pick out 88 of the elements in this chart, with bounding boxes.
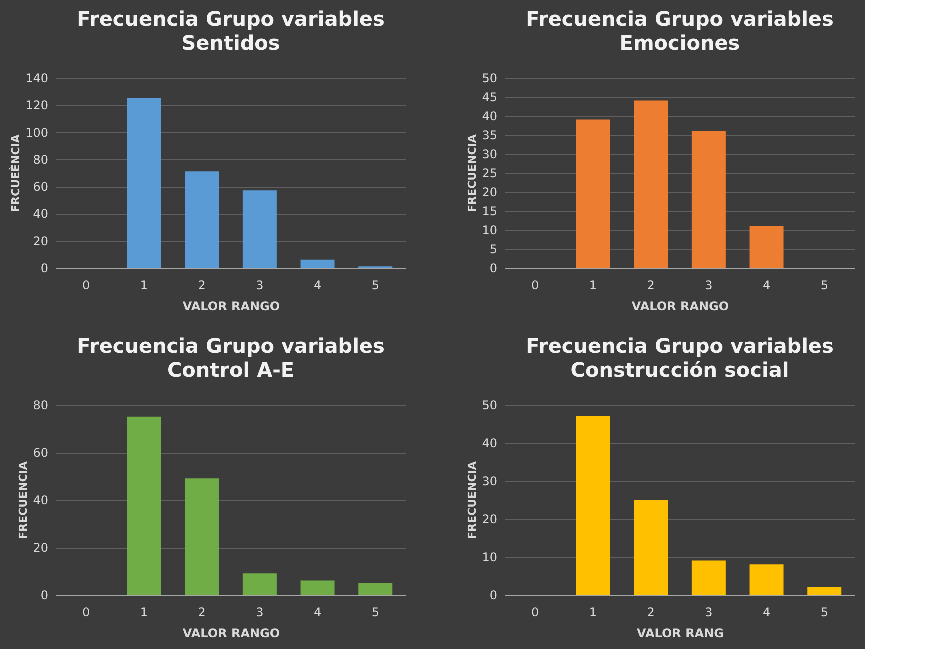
- bar: [750, 564, 784, 595]
- x-tick-label: 1: [589, 278, 598, 292]
- y-tick-label: 15: [482, 204, 498, 218]
- x-tick-label: 4: [314, 278, 322, 292]
- y-axis-title: FRECUENCIA: [466, 134, 480, 212]
- bar: [692, 131, 726, 268]
- y-tick-label: 60: [33, 446, 48, 460]
- bar: [576, 416, 610, 595]
- chart-subtitle: Control A-E: [167, 358, 295, 382]
- x-tick-label: 1: [140, 278, 148, 292]
- y-tick-label: 80: [33, 152, 48, 167]
- x-tick-label: 4: [762, 278, 771, 292]
- x-axis-title: VALOR RANGO: [182, 626, 280, 640]
- bar: [808, 587, 842, 595]
- x-tick-label: 4: [314, 606, 322, 620]
- y-tick-label: 50: [482, 72, 498, 86]
- y-axis-title: FRCUEÈNCIA: [8, 134, 23, 212]
- chart-title: Frecuencia Grupo variables: [77, 334, 385, 358]
- y-tick-label: 100: [26, 126, 48, 140]
- y-tick-label: 0: [40, 588, 48, 602]
- bar: [576, 120, 610, 268]
- bar: [185, 478, 220, 595]
- y-tick-label: 30: [482, 148, 498, 162]
- x-tick-label: 5: [372, 606, 380, 620]
- x-axis-title: VALOR RANGO: [182, 300, 280, 314]
- bar: [300, 260, 335, 268]
- x-tick-label: 0: [532, 278, 540, 292]
- y-axis-title: FRECUENCIA: [17, 461, 30, 540]
- x-tick-label: 5: [820, 606, 828, 620]
- y-tick-label: 25: [482, 166, 498, 180]
- chart-subtitle: Sentidos: [182, 31, 280, 55]
- y-tick-label: 10: [482, 224, 498, 238]
- bar: [127, 416, 162, 595]
- y-tick-label: 30: [482, 474, 498, 488]
- bar: [127, 98, 162, 268]
- bar: [692, 560, 726, 595]
- y-tick-label: 40: [482, 436, 498, 450]
- y-tick-label: 20: [33, 234, 48, 248]
- bar: [750, 226, 784, 268]
- chart-title: Frecuencia Grupo variables: [77, 7, 385, 31]
- chart-title: Frecuencia Grupo variables: [526, 7, 834, 31]
- y-tick-label: 20: [482, 186, 498, 200]
- y-tick-label: 10: [482, 550, 498, 564]
- y-tick-label: 50: [482, 398, 498, 412]
- x-tick-label: 3: [705, 278, 713, 292]
- y-tick-label: 60: [33, 180, 48, 194]
- x-tick-label: 3: [256, 606, 264, 620]
- y-tick-label: 40: [33, 494, 48, 508]
- y-tick-label: 140: [26, 72, 48, 86]
- bar: [634, 100, 668, 268]
- x-tick-label: 2: [198, 606, 206, 620]
- y-tick-label: 5: [490, 242, 498, 256]
- x-tick-label: 0: [82, 606, 90, 620]
- chart-subtitle: Construcción social: [570, 358, 790, 382]
- y-tick-label: 45: [482, 90, 498, 104]
- chart-title: Frecuencia Grupo variables: [526, 334, 834, 358]
- y-tick-label: 35: [482, 128, 498, 142]
- bar: [634, 500, 668, 595]
- y-tick-label: 40: [482, 110, 498, 124]
- bar: [185, 172, 220, 268]
- x-tick-label: 3: [705, 606, 713, 620]
- x-tick-label: 5: [372, 278, 380, 292]
- bar: [300, 580, 335, 595]
- y-tick-label: 120: [26, 98, 48, 113]
- y-tick-label: 0: [40, 262, 48, 276]
- bar: [242, 574, 277, 595]
- y-tick-label: 0: [490, 262, 498, 276]
- y-tick-label: 80: [33, 398, 48, 412]
- x-tick-label: 0: [82, 278, 90, 292]
- x-tick-label: 1: [140, 606, 148, 620]
- x-tick-label: 4: [762, 606, 771, 620]
- chart-subtitle: Emociones: [620, 31, 740, 55]
- x-tick-label: 2: [647, 278, 655, 292]
- bar: [358, 583, 393, 595]
- x-tick-label: 2: [647, 606, 655, 620]
- y-tick-label: 40: [33, 207, 48, 222]
- y-tick-label: 20: [482, 512, 498, 526]
- x-tick-label: 5: [820, 278, 828, 292]
- y-axis-title: FRECUENCIA: [466, 461, 480, 540]
- x-tick-label: 3: [256, 278, 264, 292]
- bar: [242, 190, 277, 268]
- x-axis-title: VALOR RANGO: [632, 300, 730, 314]
- y-tick-label: 20: [33, 541, 48, 555]
- y-tick-label: 0: [490, 588, 498, 602]
- x-tick-label: 0: [532, 606, 540, 620]
- x-tick-label: 2: [198, 278, 206, 292]
- x-tick-label: 1: [589, 606, 598, 620]
- x-axis-title: VALOR RANG: [636, 626, 724, 640]
